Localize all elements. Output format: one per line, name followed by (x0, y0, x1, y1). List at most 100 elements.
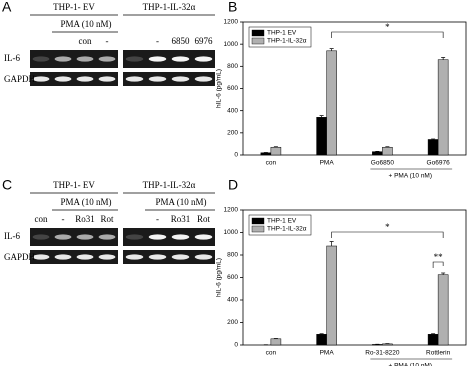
x-tick-label: PMA (320, 350, 335, 357)
gel-image (123, 72, 215, 86)
x-tick-label: Go6850 (371, 160, 395, 167)
bar (270, 338, 282, 346)
cell-line-header: THP-1- EV (53, 180, 95, 190)
legend-label: THP-1-IL-32α (267, 38, 307, 45)
x-tick-label: Rottlerin (426, 350, 451, 357)
treatment-label: PMA (10 nM) (155, 197, 206, 207)
error-bar (441, 272, 446, 275)
gel-band (54, 254, 72, 260)
y-axis-label: hIL-6 (pg/mL) (216, 258, 223, 297)
lane-label: Rot (197, 214, 211, 224)
gel-image (30, 50, 118, 68)
significance-label: ** (434, 252, 444, 262)
gel-band (98, 234, 116, 240)
y-tick-label: 600 (227, 274, 238, 281)
lane-label: - (156, 214, 159, 224)
error-bar (441, 57, 446, 60)
panel-letter: B (228, 0, 237, 15)
gel-band (171, 76, 190, 82)
bar (326, 245, 337, 346)
panel-letter: A (2, 0, 12, 15)
gel-band (125, 234, 144, 240)
gel-band (76, 56, 94, 62)
gel-band (98, 56, 116, 62)
x-tick-label: PMA (320, 160, 335, 167)
legend-box (248, 26, 312, 48)
lane-label: 6850 (172, 36, 191, 46)
legend-label: THP-1 EV (267, 218, 297, 225)
y-tick-label: 800 (227, 63, 238, 70)
x-tick-label: con (266, 350, 277, 357)
gel-band (98, 254, 116, 260)
lane-label: - (156, 36, 159, 46)
group-label: + PMA (10 nM) (388, 173, 432, 180)
gel-band (76, 254, 94, 260)
lane-label: Ro31 (75, 214, 95, 224)
gel-band (194, 254, 213, 260)
error-bar (385, 146, 390, 148)
y-tick-label: 0 (234, 152, 238, 159)
bar (260, 152, 272, 156)
gel-band (194, 76, 213, 82)
bar (427, 139, 439, 156)
gel-band (32, 234, 50, 240)
gel-band (171, 254, 190, 260)
gel-band (171, 56, 190, 62)
x-tick-label: Ro-31-8220 (365, 350, 400, 357)
bar (270, 146, 282, 156)
gel-image (123, 250, 215, 264)
gel-band (76, 234, 94, 240)
cell-line-header: THP-1-IL-32α (143, 180, 196, 190)
gel-image (30, 250, 118, 264)
gel-band (54, 76, 72, 82)
group-label: + PMA (10 nM) (388, 363, 432, 366)
gel-band (76, 76, 94, 82)
bar (372, 151, 383, 156)
treatment-label: PMA (10 nM) (60, 19, 111, 29)
y-tick-label: 200 (227, 319, 238, 326)
gel-image (123, 228, 215, 246)
y-tick-label: 200 (227, 130, 238, 137)
lane-label: - (106, 36, 109, 46)
error-bar (319, 115, 324, 118)
legend-swatch (251, 29, 265, 37)
gel-image (30, 72, 118, 86)
legend-box (248, 214, 312, 236)
significance-bracket (331, 31, 444, 38)
gel-band (32, 254, 50, 260)
row-label: GAPDH (4, 74, 36, 84)
cell-line-header: THP-1- EV (53, 2, 95, 12)
gel-band (125, 56, 144, 62)
bar (427, 334, 439, 346)
row-label: IL-6 (4, 231, 20, 241)
significance-bracket (432, 261, 444, 268)
bar (316, 117, 327, 156)
x-tick-label: Go6976 (427, 160, 451, 167)
error-bar (431, 333, 436, 335)
lane-label: - (62, 214, 65, 224)
error-bar (273, 146, 278, 148)
bar (382, 146, 393, 156)
significance-label: * (385, 222, 390, 232)
gel-band (54, 234, 72, 240)
y-tick-label: 800 (227, 252, 238, 259)
x-tick-label: con (266, 160, 277, 167)
error-bar (431, 138, 436, 140)
y-tick-label: 1000 (224, 41, 239, 48)
bar (316, 334, 327, 346)
bar (326, 50, 337, 156)
y-axis-label: hIL-6 (pg/mL) (216, 69, 223, 108)
gel-band (148, 254, 167, 260)
row-label: IL-6 (4, 53, 20, 63)
lane-label: con (35, 214, 48, 224)
legend-swatch (251, 217, 265, 225)
y-tick-label: 0 (234, 342, 238, 349)
cell-line-header: THP-1-IL-32α (143, 2, 196, 12)
gel-band (32, 76, 50, 82)
error-bar (329, 241, 334, 246)
gel-image (123, 50, 215, 68)
significance-bracket (331, 231, 444, 238)
bar (382, 343, 393, 346)
gel-band (148, 56, 167, 62)
y-tick-label: 1200 (224, 19, 239, 26)
